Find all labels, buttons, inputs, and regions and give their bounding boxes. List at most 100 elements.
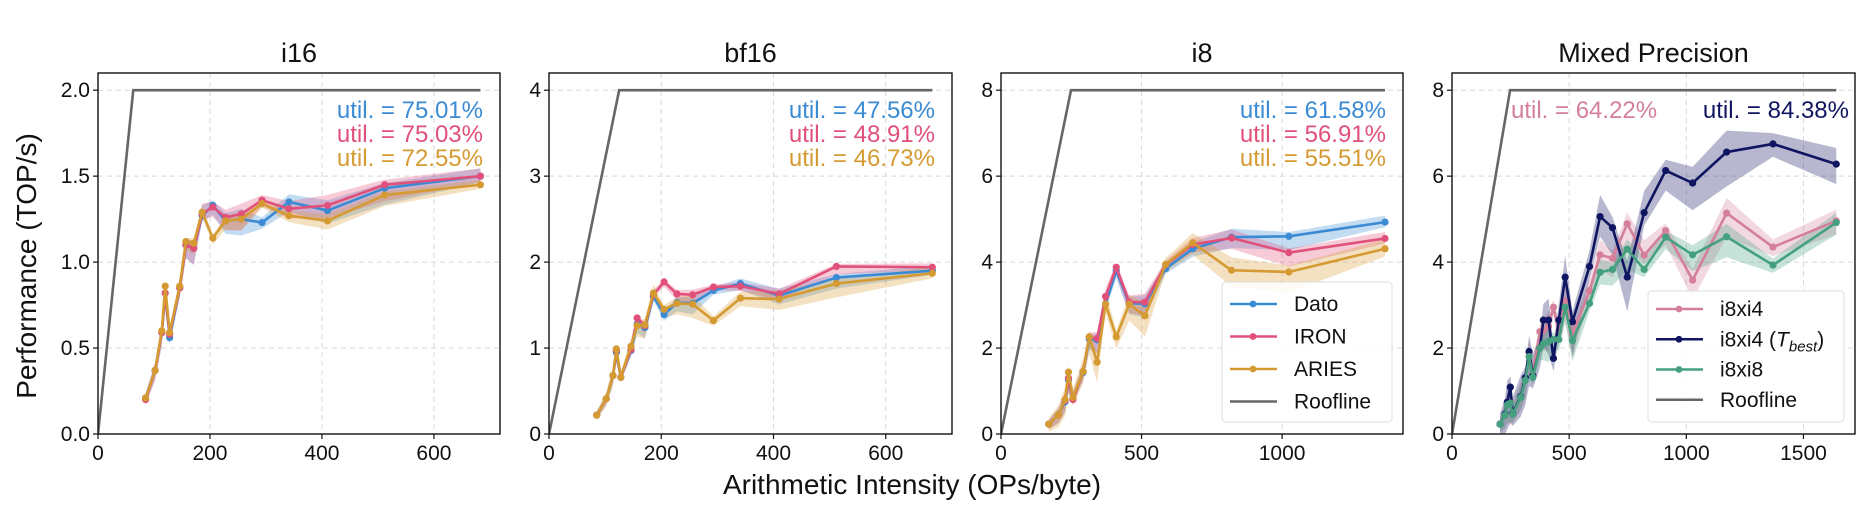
data-point-aries <box>209 234 217 242</box>
series-aries <box>1045 239 1389 428</box>
util-annotation: util. = 55.51% <box>1240 145 1386 172</box>
y-tick-label: 1.5 <box>61 165 90 188</box>
y-tick-label: 4 <box>529 79 541 102</box>
data-point-aries <box>633 322 641 330</box>
util-annotation: util. = 48.91% <box>789 121 935 148</box>
y-tick-label: 2 <box>1432 337 1444 360</box>
util-annotation: util. = 72.55% <box>337 145 483 172</box>
x-tick-label: 500 <box>1552 442 1587 465</box>
legend-label: Dato <box>1294 293 1338 316</box>
data-point-iron <box>1141 298 1149 306</box>
data-point-iron <box>775 290 783 298</box>
legend-label: i8xi8 <box>1720 359 1763 382</box>
data-point-i8xi4 <box>1623 220 1631 228</box>
data-point-i8xi4-t-best <box>1640 209 1648 217</box>
plot-area <box>549 88 936 434</box>
data-point-i8xi8 <box>1662 233 1670 241</box>
data-point-i8xi4 <box>1723 209 1731 217</box>
data-point-i8xi4 <box>1689 276 1697 284</box>
data-point-i8xi8 <box>1832 218 1840 227</box>
roofline-line <box>1452 88 1837 434</box>
data-point-aries <box>660 305 668 313</box>
data-point-i8xi4-t-best <box>1544 316 1553 324</box>
panel-title: i8 <box>1191 38 1212 68</box>
legend-item-i8xi4: i8xi4 <box>1656 298 1764 321</box>
util-annotation: util. = 75.01% <box>337 97 483 124</box>
roofline-line <box>98 88 481 434</box>
data-point-i8xi4 <box>1549 303 1558 311</box>
data-point-iron <box>1285 249 1293 257</box>
data-point-aries <box>166 328 174 337</box>
data-point-iron <box>381 181 389 189</box>
data-point-iron <box>1381 234 1389 243</box>
data-point-i8xi4 <box>1608 254 1617 262</box>
data-point-i8xi8 <box>1689 251 1697 259</box>
panel-title: bf16 <box>724 38 777 68</box>
data-point-iron <box>237 210 245 218</box>
data-point-aries <box>258 200 266 208</box>
data-point-dato <box>285 198 293 206</box>
data-point-aries <box>222 217 230 225</box>
data-point-i8xi8 <box>1525 353 1533 361</box>
data-point-i8xi4 <box>1640 251 1648 259</box>
data-point-aries <box>476 181 485 189</box>
data-point-i8xi8 <box>1509 410 1517 418</box>
y-tick-label: 4 <box>981 251 993 274</box>
y-tick-label: 1 <box>529 337 541 360</box>
data-point-aries <box>141 394 150 402</box>
y-tick-label: 2 <box>529 251 541 274</box>
axes-frame <box>1000 72 1404 435</box>
y-tick-label: 4 <box>1432 251 1444 274</box>
data-point-aries <box>1162 260 1170 268</box>
data-point-aries <box>602 395 610 403</box>
legend-marker <box>1249 300 1257 308</box>
x-tick-label: 0 <box>995 442 1007 465</box>
data-point-i8xi4 <box>1585 287 1594 295</box>
data-point-aries <box>617 373 625 381</box>
data-point-i8xi4-t-best <box>1832 160 1840 168</box>
data-point-aries <box>1093 358 1101 366</box>
data-point-aries <box>1285 268 1293 276</box>
plot-area <box>98 88 485 434</box>
data-point-iron <box>285 205 293 213</box>
data-point-iron <box>928 263 936 271</box>
data-point-aries <box>775 295 783 303</box>
data-point-i8xi4-t-best <box>1539 316 1547 324</box>
band-aries <box>596 266 933 421</box>
data-point-aries <box>1045 420 1053 428</box>
data-point-dato <box>1381 218 1389 226</box>
data-point-i8xi8 <box>1769 261 1777 269</box>
legend-marker <box>1675 366 1683 373</box>
legend-item-roofline: Roofline <box>1656 389 1797 412</box>
roofline-line <box>1001 88 1386 434</box>
y-tick-label: 0.0 <box>61 423 90 446</box>
data-point-aries <box>237 215 245 223</box>
data-point-aries <box>1381 245 1389 253</box>
data-point-i8xi4-t-best <box>1596 212 1604 221</box>
data-point-aries <box>285 212 293 220</box>
data-point-aries <box>1054 411 1062 419</box>
data-point-i8xi4-t-best <box>1568 318 1577 326</box>
y-tick-label: 2.0 <box>61 79 90 102</box>
data-point-aries <box>832 279 840 288</box>
data-point-iron <box>709 283 718 291</box>
data-point-i8xi4-t-best <box>1608 224 1617 232</box>
series-line-dato <box>595 269 933 416</box>
y-tick-label: 0 <box>981 423 993 446</box>
legend-label: ARIES <box>1294 358 1357 381</box>
data-point-i8xi4-t-best <box>1769 140 1777 148</box>
data-point-i8xi8 <box>1496 420 1504 428</box>
data-point-iron <box>832 262 840 270</box>
panel-mixed-precision: 0 500 1000 1500 0 2 4 6 8 Mixed Precision util. = … <box>1432 38 1856 465</box>
x-tick-label: 600 <box>868 442 903 465</box>
util-annotation: util. = 47.56% <box>789 97 935 124</box>
series-iron <box>141 172 485 404</box>
data-point-aries <box>1227 266 1236 274</box>
data-point-iron <box>1112 263 1120 271</box>
legend-label: Roofline <box>1720 389 1797 412</box>
panel-i8: 0 500 1000 0 2 4 6 8 i8 util. = 61.58%util. = 56.… <box>981 38 1404 465</box>
data-point-i8xi8 <box>1501 411 1509 419</box>
data-point-i8xi4-t-best <box>1549 354 1558 362</box>
data-point-aries <box>151 366 159 374</box>
